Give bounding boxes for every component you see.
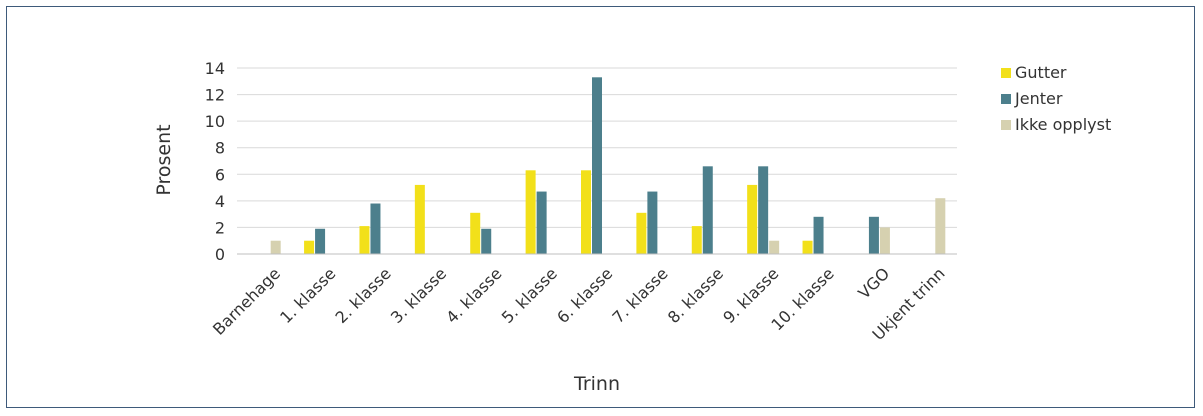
legend-label: Gutter xyxy=(1015,63,1067,82)
bar-gutter xyxy=(414,184,425,254)
bar-jenter xyxy=(370,203,381,254)
bar-ikke-opplyst xyxy=(769,240,780,254)
bar-jenter xyxy=(592,77,602,254)
bar-ikke-opplyst xyxy=(270,240,281,254)
y-tick-label: 4 xyxy=(215,192,225,211)
x-tick-label: 3. klasse xyxy=(387,264,450,327)
y-tick-labels: 0 2 4 6 8 10 12 14 xyxy=(205,59,225,264)
bar-gutter xyxy=(691,226,702,254)
bar-jenter xyxy=(315,228,326,254)
bar-jenter xyxy=(868,216,879,254)
x-axis-title: Trinn xyxy=(573,373,620,395)
y-tick-label: 10 xyxy=(205,112,225,131)
bar-jenter xyxy=(758,166,769,254)
bar-jenter xyxy=(813,216,824,254)
bar-jenter xyxy=(702,166,713,254)
bar-gutter xyxy=(304,240,315,254)
y-tick-label: 8 xyxy=(215,139,225,158)
legend-label: Ikke opplyst xyxy=(1015,115,1111,134)
x-tick-label: 4. klasse xyxy=(442,264,505,327)
y-tick-label: 2 xyxy=(215,218,225,237)
x-tick-label: VGO xyxy=(854,264,893,303)
bar-jenter xyxy=(481,228,492,254)
bar-jenter xyxy=(536,191,547,254)
bar-gutter xyxy=(747,184,758,254)
bars xyxy=(270,77,946,254)
x-tick-label: 1. klasse xyxy=(276,264,339,327)
legend-swatch xyxy=(1001,68,1011,78)
bar-gutter xyxy=(359,226,370,254)
x-tick-label: 7. klasse xyxy=(608,264,671,327)
x-tick-label: Barnehage xyxy=(209,264,284,339)
bar-gutter xyxy=(581,170,591,254)
legend-swatch xyxy=(1001,120,1011,130)
y-tick-label: 0 xyxy=(215,245,225,264)
x-tick-label: 8. klasse xyxy=(664,264,727,327)
x-tick-label: 5. klasse xyxy=(498,264,561,327)
bar-jenter xyxy=(647,191,658,254)
legend: Gutter Jenter Ikke opplyst xyxy=(1001,63,1111,134)
bar-ikke-opplyst xyxy=(935,198,946,254)
y-tick-label: 12 xyxy=(205,86,225,105)
y-tick-label: 14 xyxy=(205,59,225,78)
legend-label: Jenter xyxy=(1014,89,1063,108)
bar-gutter xyxy=(470,212,481,254)
x-tick-label: 6. klasse xyxy=(553,264,616,327)
y-axis-title: Prosent xyxy=(153,124,175,195)
bar-ikke-opplyst xyxy=(879,227,890,254)
bar-gutter xyxy=(636,212,647,254)
y-tick-label: 6 xyxy=(215,165,225,184)
legend-swatch xyxy=(1001,94,1011,104)
bar-gutter xyxy=(802,240,813,254)
x-tick-label: 2. klasse xyxy=(332,264,395,327)
bar-gutter xyxy=(525,170,536,254)
